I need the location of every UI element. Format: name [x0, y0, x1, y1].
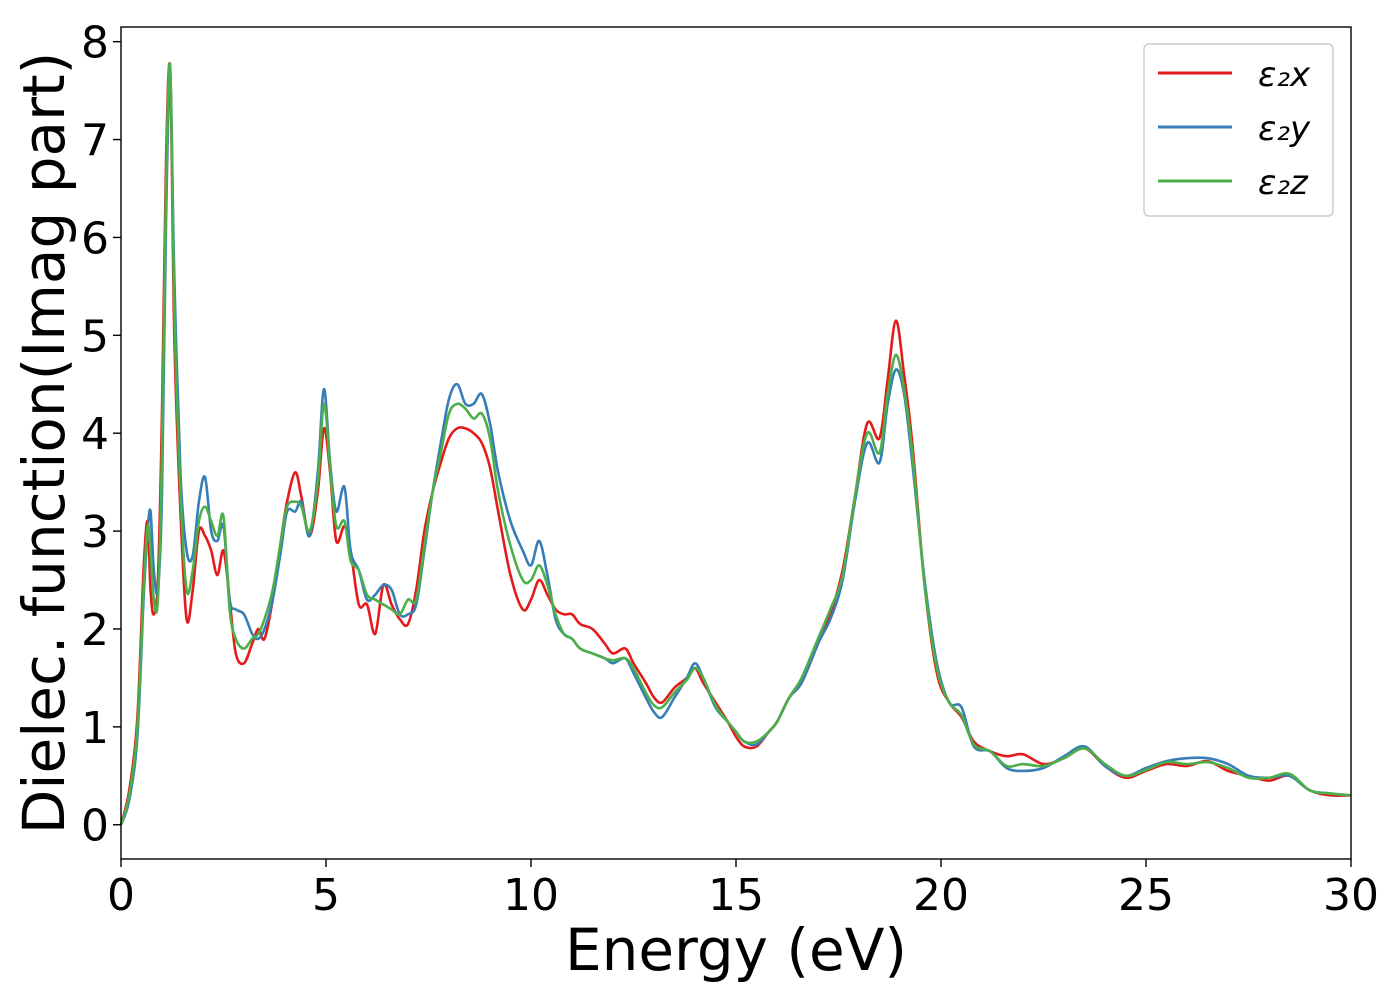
- legend-label-y: ε₂y: [1258, 109, 1311, 149]
- y-axis-title: Dielec. function(Imag part): [10, 52, 78, 835]
- legend-label-z: ε₂z: [1258, 163, 1309, 203]
- x-tick-label: 5: [312, 870, 340, 921]
- y-tick-label: 2: [81, 605, 109, 656]
- x-ticks: 0 5 10 15 20 25 30: [107, 859, 1379, 921]
- y-ticks: 0 1 2 3 4 5 6 7 8: [81, 18, 121, 852]
- legend: ε₂x ε₂y ε₂z: [1143, 43, 1334, 217]
- x-tick-label: 20: [913, 870, 969, 921]
- y-tick-label: 7: [81, 116, 109, 167]
- y-tick-label: 4: [81, 409, 109, 460]
- series-lines: [119, 62, 1352, 826]
- series-line-y: [119, 73, 1352, 826]
- y-tick-label: 3: [81, 507, 109, 558]
- y-tick-label: 6: [81, 213, 109, 264]
- series-line-z: [119, 62, 1352, 826]
- x-tick-label: 30: [1323, 870, 1379, 921]
- legend-label-x: ε₂x: [1258, 55, 1311, 95]
- x-tick-label: 0: [107, 870, 135, 921]
- legend-box: [1143, 43, 1334, 217]
- y-tick-label: 1: [81, 703, 109, 754]
- x-tick-label: 25: [1118, 870, 1174, 921]
- y-tick-label: 0: [81, 801, 109, 852]
- x-axis-title: Energy (eV): [565, 916, 907, 984]
- x-tick-label: 15: [708, 870, 764, 921]
- y-tick-label: 5: [81, 311, 109, 362]
- y-tick-label: 8: [81, 18, 109, 69]
- x-tick-label: 10: [503, 870, 559, 921]
